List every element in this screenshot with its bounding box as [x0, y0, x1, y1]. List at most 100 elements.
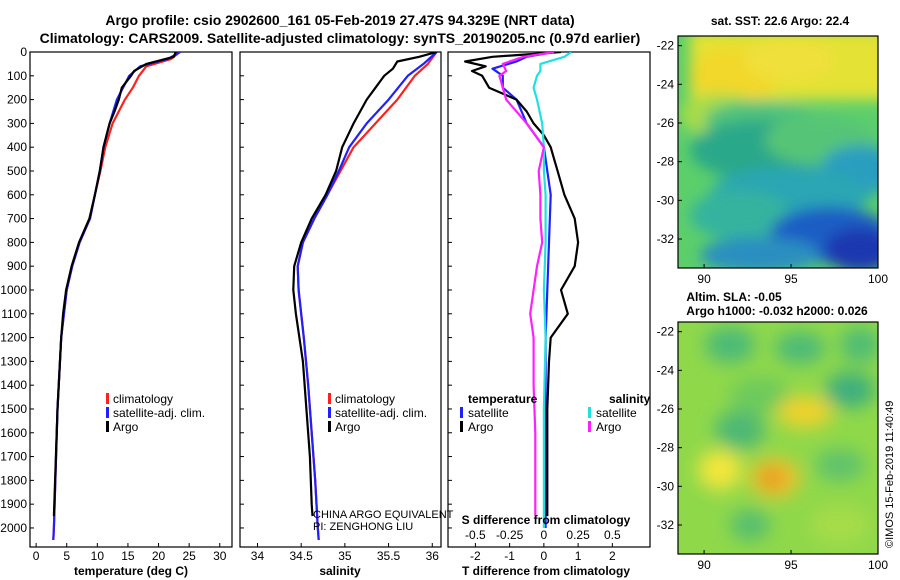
series-line-climatology [52, 52, 181, 540]
legend-title-salinity: salinity [609, 392, 651, 406]
legend-swatch-s-argo [588, 421, 591, 432]
map-x-tick-label: 95 [784, 272, 798, 286]
depth-tick-label: 900 [7, 259, 27, 273]
series-line-satellite-adj-clim- [296, 52, 438, 540]
legend-swatch-t-satellite [460, 407, 463, 418]
salinity-lines [292, 52, 438, 540]
float-owner-line2: PI: ZENGHONG LIU [313, 521, 413, 533]
sla-map-axes: 90 95 100 -22 -24 -26 -28 -30 -32 [657, 325, 889, 572]
s-diff-tick-label: 0.5 [604, 528, 621, 542]
legend-swatch-argo [328, 421, 331, 432]
legend-swatch-t-argo [460, 421, 463, 432]
depth-tick-label: 800 [7, 235, 27, 249]
legend-satellite: satellite-adj. clim. [335, 406, 427, 420]
s-diff-tick-label: -0.5 [465, 528, 486, 542]
depth-tick-label: 1600 [0, 426, 27, 440]
x-tick-label: -1 [504, 549, 515, 563]
difference-lines [464, 52, 580, 528]
map-y-tick-label: -26 [657, 402, 675, 416]
x-tick-label: 2 [609, 549, 616, 563]
series-line-s-argo [498, 52, 555, 517]
salinity-x-axis: 34 34.5 35 35.5 36 [251, 543, 439, 563]
x-tick-label: 5 [63, 549, 70, 563]
sla-map-frame [677, 321, 879, 555]
legend-climatology: climatology [335, 392, 395, 406]
x-tick-label: 0 [541, 549, 548, 563]
depth-tick-label: 1700 [0, 450, 27, 464]
s-diff-tick-label: -0.25 [496, 528, 524, 542]
map-x-tick-label: 100 [868, 272, 888, 286]
map-y-tick-label: -24 [657, 77, 675, 91]
map-x-tick-label: 90 [697, 558, 711, 572]
sla-map-image [678, 322, 878, 554]
legend-climatology: climatology [113, 392, 173, 406]
sla-map-title: Altim. SLA: -0.05 [686, 290, 782, 304]
x-tick-label: 34.5 [289, 549, 313, 563]
sla-map-subtitle: Argo h1000: -0.032 h2000: 0.026 [686, 304, 868, 318]
legend-swatch-satellite [328, 407, 331, 418]
map-y-tick-label: -22 [657, 39, 675, 53]
depth-tick-label: 1100 [1, 307, 27, 321]
x-tick-label: 36 [426, 549, 440, 563]
temperature-panel [29, 51, 233, 548]
depth-tick-label: 1300 [0, 354, 27, 368]
x-tick-label: 35.5 [377, 549, 401, 563]
temperature-lines [52, 52, 181, 540]
map-y-tick-label: -22 [657, 325, 675, 339]
legend-swatch-climatology [328, 393, 331, 404]
legend-s-satellite: satellite [596, 406, 637, 420]
sst-map-axes: 90 95 100 -22 -24 -26 -28 -30 -32 [657, 39, 889, 286]
legend-swatch-climatology [106, 393, 109, 404]
x-tick-label: 20 [152, 549, 166, 563]
map-y-tick-label: -30 [657, 193, 675, 207]
legend-satellite: satellite-adj. clim. [113, 406, 205, 420]
map-y-tick-label: -28 [657, 155, 675, 169]
series-line-t-argo [464, 52, 580, 517]
series-line-satellite-adj-clim- [52, 52, 181, 540]
s-diff-tick-label: 0 [541, 528, 548, 542]
imos-credit: ©IMOS 15-Feb-2019 11:40:49 [884, 401, 896, 548]
legend-swatch-satellite [106, 407, 109, 418]
depth-tick-label: 1900 [0, 497, 27, 511]
depth-tick-label: 400 [7, 140, 27, 154]
map-x-tick-label: 90 [697, 272, 711, 286]
legend-title-temperature: temperature [468, 392, 538, 406]
map-y-tick-label: -24 [657, 363, 675, 377]
map-x-tick-label: 100 [868, 558, 888, 572]
t-difference-axis-label: T difference from climatology [462, 564, 630, 578]
depth-tick-label: 1500 [0, 402, 27, 416]
figure-title-line2: Climatology: CARS2009. Satellite-adjuste… [40, 30, 641, 46]
x-tick-label: 10 [91, 549, 105, 563]
legend-swatch-argo [106, 421, 109, 432]
series-line-climatology [296, 52, 438, 540]
temperature-axis-label: temperature (deg C) [74, 564, 188, 578]
legend-t-satellite: satellite [468, 406, 509, 420]
depth-axis: 0 100 200 300 400 500 600 700 800 900 1000 1100 1200… [0, 45, 452, 535]
map-x-tick-label: 95 [784, 558, 798, 572]
map-y-tick-label: -30 [657, 479, 675, 493]
depth-tick-label: 300 [7, 116, 27, 130]
legend-s-argo: Argo [596, 420, 622, 434]
difference-legend: temperature salinity satellite Argo sate… [460, 392, 651, 434]
depth-tick-label: 200 [7, 93, 27, 107]
depth-tick-label: 2000 [0, 521, 27, 535]
x-tick-label: 0 [33, 549, 40, 563]
legend-swatch-s-satellite [588, 407, 591, 418]
x-tick-label: 34 [251, 549, 265, 563]
legend-argo: Argo [335, 420, 361, 434]
series-line-s-satellite [532, 52, 572, 528]
salinity-panel [239, 51, 442, 548]
map-y-tick-label: -28 [657, 441, 675, 455]
map-y-tick-label: -32 [657, 518, 675, 532]
map-y-tick-label: -32 [657, 232, 675, 246]
temperature-x-axis: 0 5 10 15 20 25 30 [33, 543, 227, 563]
sst-map-title: sat. SST: 22.6 Argo: 22.4 [711, 14, 850, 28]
map-y-tick-label: -26 [657, 116, 675, 130]
x-tick-label: 30 [213, 549, 227, 563]
depth-tick-label: 0 [20, 45, 27, 59]
depth-tick-label: 1000 [0, 283, 27, 297]
s-difference-x-axis: -0.5 -0.25 0 0.25 0.5 [465, 528, 621, 542]
float-owner-line1: CHINA ARGO EQUIVALENT [313, 509, 454, 521]
depth-tick-label: 1200 [0, 331, 27, 345]
